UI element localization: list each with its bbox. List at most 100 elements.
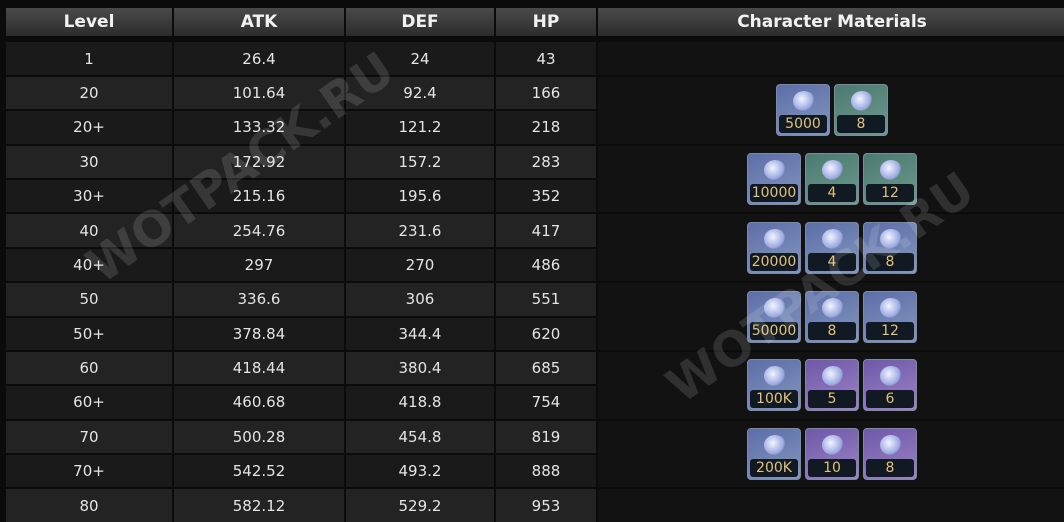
cell-atk: 418.44 <box>174 351 344 385</box>
materials-group: 100K 5 6 <box>598 351 1064 419</box>
cell-def: 418.8 <box>346 386 494 419</box>
material-quantity: 5 <box>808 390 856 409</box>
cell-level: 30+ <box>6 179 172 213</box>
cell-hp: 551 <box>496 283 596 316</box>
cell-level: 70+ <box>6 455 172 488</box>
cell-level: 20+ <box>6 111 172 144</box>
cell-def: 121.2 <box>346 111 494 144</box>
materials-group: 10000 4 12 <box>598 145 1064 213</box>
material-icon <box>822 228 844 249</box>
material-icon <box>880 297 902 318</box>
header-def: DEF <box>346 8 494 36</box>
cell-atk: 582.12 <box>174 489 344 522</box>
cell-hp: 754 <box>496 386 596 419</box>
cell-hp: 620 <box>496 317 596 350</box>
material-quantity: 20000 <box>750 252 798 271</box>
header-level: Level <box>6 8 172 36</box>
cell-atk: 542.52 <box>174 455 344 488</box>
material-quantity: 12 <box>866 321 914 340</box>
material-tile: 50000 <box>747 290 801 343</box>
header-atk: ATK <box>174 8 344 36</box>
material-tile: 8 <box>805 290 859 343</box>
cell-hp: 417 <box>496 214 596 247</box>
cell-level: 50 <box>6 283 172 316</box>
material-quantity: 8 <box>866 252 914 271</box>
material-tile: 10 <box>805 428 859 481</box>
stats-table: Level ATK DEF HP Character Materials 1 26.4 24 4… <box>6 8 1064 522</box>
material-icon <box>851 91 873 112</box>
cell-level: 50+ <box>6 317 172 350</box>
material-quantity: 12 <box>866 183 914 202</box>
material-tile: 4 <box>805 221 859 274</box>
materials-group: 5000 8 <box>598 76 1064 144</box>
material-quantity: 4 <box>808 183 856 202</box>
cell-level: 60 <box>6 351 172 385</box>
material-tile: 12 <box>863 290 917 343</box>
material-quantity: 50000 <box>750 321 798 340</box>
material-quantity: 8 <box>837 115 885 134</box>
cell-def: 454.8 <box>346 420 494 454</box>
cell-level: 60+ <box>6 386 172 419</box>
material-icon <box>822 435 844 456</box>
material-icon <box>880 228 902 249</box>
cell-atk: 297 <box>174 248 344 282</box>
material-tile: 5000 <box>776 84 830 137</box>
cell-hp: 953 <box>496 489 596 522</box>
cell-atk: 101.64 <box>174 76 344 110</box>
cell-atk: 500.28 <box>174 420 344 454</box>
material-tile: 100K <box>747 359 801 412</box>
cell-def: 157.2 <box>346 145 494 178</box>
material-icon <box>822 297 844 318</box>
material-icon <box>764 366 786 387</box>
cell-def: 344.4 <box>346 317 494 350</box>
cell-hp: 888 <box>496 455 596 488</box>
material-quantity: 5000 <box>779 115 827 134</box>
cell-def: 92.4 <box>346 76 494 110</box>
material-icon <box>880 366 902 387</box>
material-icon <box>764 435 786 456</box>
cell-def: 195.6 <box>346 179 494 213</box>
cell-atk: 26.4 <box>174 42 344 75</box>
material-tile: 8 <box>863 221 917 274</box>
material-tile: 200K <box>747 428 801 481</box>
materials-group: 50000 8 12 <box>598 283 1064 350</box>
material-quantity: 200K <box>750 459 798 478</box>
cell-def: 306 <box>346 283 494 316</box>
material-icon <box>822 159 844 180</box>
materials-empty <box>598 42 1064 75</box>
materials-empty <box>598 489 1064 522</box>
cell-def: 270 <box>346 248 494 282</box>
cell-atk: 254.76 <box>174 214 344 247</box>
material-quantity: 10000 <box>750 183 798 202</box>
material-quantity: 100K <box>750 390 798 409</box>
cell-hp: 166 <box>496 76 596 110</box>
cell-level: 20 <box>6 76 172 110</box>
material-tile: 10000 <box>747 152 801 205</box>
cell-def: 24 <box>346 42 494 75</box>
material-icon <box>880 159 902 180</box>
header-hp: HP <box>496 8 596 36</box>
material-tile: 8 <box>863 428 917 481</box>
cell-atk: 133.32 <box>174 111 344 144</box>
cell-level: 80 <box>6 489 172 522</box>
material-icon <box>764 159 786 180</box>
materials-group: 200K 10 8 <box>598 420 1064 488</box>
material-quantity: 4 <box>808 252 856 271</box>
cell-hp: 819 <box>496 420 596 454</box>
material-tile: 6 <box>863 359 917 412</box>
material-tile: 12 <box>863 152 917 205</box>
cell-atk: 336.6 <box>174 283 344 316</box>
cell-hp: 685 <box>496 351 596 385</box>
cell-level: 40+ <box>6 248 172 282</box>
cell-level: 70 <box>6 420 172 454</box>
cell-hp: 218 <box>496 111 596 144</box>
material-quantity: 8 <box>866 459 914 478</box>
material-tile: 4 <box>805 152 859 205</box>
cell-atk: 172.92 <box>174 145 344 178</box>
cell-atk: 215.16 <box>174 179 344 213</box>
cell-hp: 43 <box>496 42 596 75</box>
cell-def: 493.2 <box>346 455 494 488</box>
material-tile: 5 <box>805 359 859 412</box>
header-materials: Character Materials <box>598 8 1064 36</box>
cell-def: 380.4 <box>346 351 494 385</box>
